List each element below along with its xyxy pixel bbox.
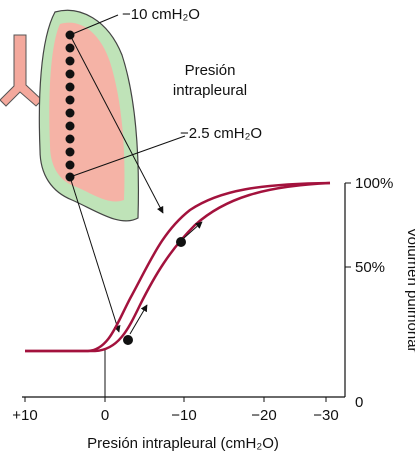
lung-inner <box>49 22 125 202</box>
arrow <box>69 176 121 333</box>
label: intrapleural <box>173 82 247 99</box>
ticks <box>24 182 351 402</box>
leader-line <box>69 14 119 36</box>
x-tick-label: −30 <box>313 407 338 424</box>
x-tick-label: 0 <box>101 407 109 424</box>
inspiration-curve <box>25 181 331 353</box>
leader-line <box>69 135 186 178</box>
state-dot <box>176 237 186 247</box>
direction-arrow <box>183 221 203 239</box>
x-tick-label: −10 <box>171 407 196 424</box>
state-dot <box>123 335 133 345</box>
label: Presión <box>185 62 236 79</box>
y-tick-label: 50% <box>355 259 385 276</box>
trachea <box>0 34 43 107</box>
y-tick-label: 100% <box>355 175 393 192</box>
x-tick-label: −20 <box>251 407 276 424</box>
pressure-label: −10 cmH₂O <box>122 6 200 23</box>
arrow <box>69 34 164 214</box>
direction-arrow <box>129 304 148 335</box>
y-tick-label: 0 <box>355 394 363 411</box>
x-axis-title: Presión intrapleural (cmH₂O) <box>87 435 279 452</box>
pressure-label: −2.5 cmH₂O <box>180 125 262 142</box>
x-tick-label: +10 <box>12 407 37 424</box>
expiration-curve <box>25 181 331 353</box>
y-axis-title: Volumen pulmonar <box>404 227 415 352</box>
